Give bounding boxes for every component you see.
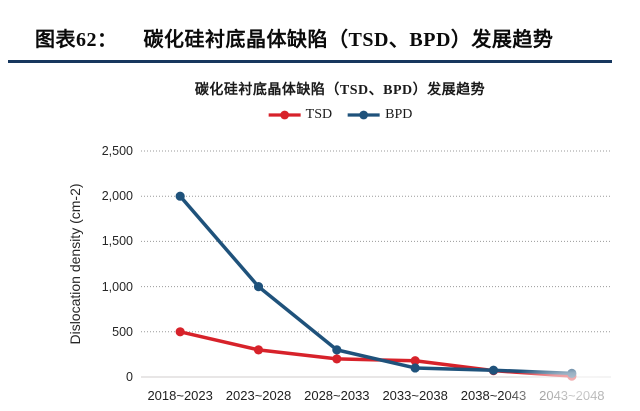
y-tick-label: 2,000 [101, 189, 133, 204]
figure-caption-title: 碳化硅衬底晶体缺陷（TSD、BPD）发展趋势 [143, 29, 554, 51]
chart-title: 碳化硅衬底晶体缺陷（TSD、BPD）发展趋势 [194, 83, 486, 98]
data-point-bpd [410, 363, 420, 373]
x-tick-label: 2033~2038 [382, 388, 448, 403]
y-tick-label: 0 [126, 370, 133, 384]
y-axis-ticks: 0 500 1,000 1,500 2,000 2,500 [59, 0, 133, 411]
legend-marker-icon [268, 110, 301, 120]
data-point-tsd [567, 371, 577, 381]
x-axis-labels: 2018~2023 2023~2028 2028~2033 2033~2038 2038… [0, 388, 640, 406]
legend-item-tsd: TSD [268, 107, 332, 123]
data-point-bpd [175, 191, 185, 201]
x-tick-label: 2023~2028 [225, 388, 292, 403]
figure-caption: 图表62： 碳化硅衬底晶体缺陷（TSD、BPD）发展趋势 [35, 27, 625, 53]
y-tick-label: 1,500 [101, 234, 133, 249]
data-point-bpd [488, 365, 499, 375]
legend-item-bpd: BPD [347, 107, 412, 123]
y-tick-label: 500 [112, 324, 133, 339]
x-tick-label: 2018~2023 [147, 388, 213, 403]
legend-label: BPD [385, 107, 413, 122]
x-tick-label: 2028~2033 [304, 388, 370, 403]
legend: TSD BPD [268, 107, 412, 123]
data-point-bpd [567, 368, 577, 378]
data-point-bpd [253, 282, 264, 292]
x-tick-label: 2043~2048 [539, 388, 605, 403]
data-point-tsd [332, 354, 342, 364]
legend-label: TSD [305, 107, 333, 122]
series-tsd [175, 327, 577, 381]
caption-underline [8, 60, 612, 63]
y-tick-label: 1,000 [101, 279, 133, 294]
data-point-tsd [488, 366, 499, 376]
data-point-bpd [332, 345, 342, 355]
data-point-tsd [253, 345, 264, 355]
data-point-tsd [410, 356, 420, 366]
data-point-tsd [175, 327, 185, 337]
x-tick-label: 2038~2043 [460, 388, 527, 403]
y-tick-label: 2,500 [101, 144, 133, 158]
series-bpd [175, 191, 577, 378]
figure-number: 图表62： [35, 29, 118, 51]
legend-marker-icon [348, 110, 381, 120]
